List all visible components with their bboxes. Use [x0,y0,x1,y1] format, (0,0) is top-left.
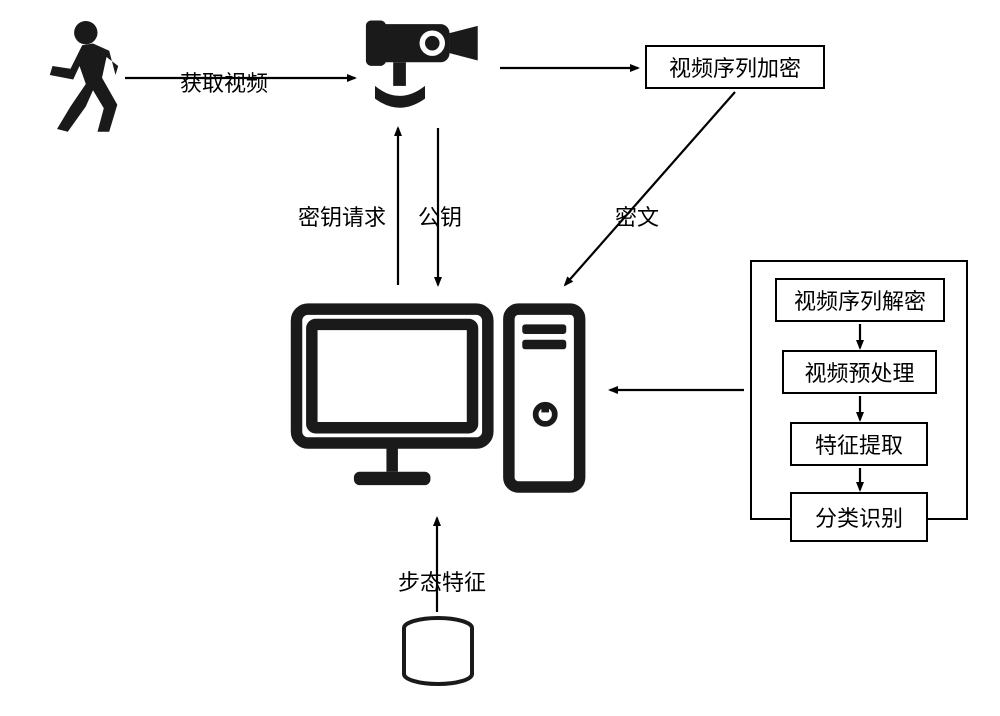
feature-extract-box: 特征提取 [790,422,928,466]
classify-label: 分类识别 [815,501,903,533]
video-encrypt-box: 视频序列加密 [645,45,825,89]
computer-icon [285,290,595,510]
video-preprocess-label: 视频预处理 [804,356,914,388]
key-request-label: 密钥请求 [298,200,386,232]
gait-feature-label: 步态特征 [398,565,486,597]
database-icon [398,616,478,686]
encrypt-to-computer [565,92,735,285]
video-encrypt-label: 视频序列加密 [669,51,801,83]
video-preprocess-box: 视频预处理 [782,350,937,394]
classify-box: 分类识别 [790,492,928,542]
public-key-label: 公钥 [418,200,462,232]
ciphertext-label: 密文 [615,200,659,232]
running-person-icon [30,15,120,135]
cctv-camera-icon [360,15,490,115]
video-decrypt-box: 视频序列解密 [775,278,945,322]
feature-extract-label: 特征提取 [815,428,903,460]
video-decrypt-label: 视频序列解密 [794,284,926,316]
get-video-label: 获取视频 [180,66,268,98]
